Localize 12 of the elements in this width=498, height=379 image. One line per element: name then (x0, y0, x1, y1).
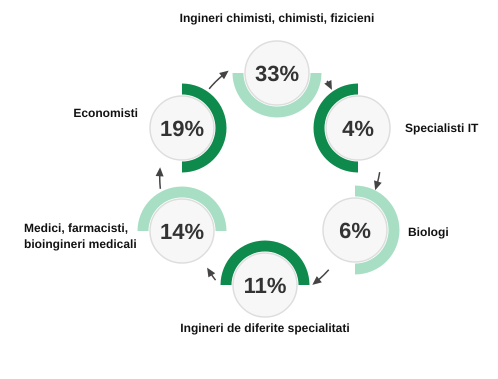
category-label: Ingineri de diferite specialitati (180, 321, 350, 335)
data-label: 11% (244, 273, 286, 298)
category-label: Specialisti IT (405, 121, 480, 135)
category-label: Biologi (408, 225, 449, 239)
data-label: 19% (160, 116, 204, 141)
category-label: Medici, farmacisti, bioingineri medicali (24, 221, 137, 251)
data-label: 33% (254, 61, 300, 86)
data-label: 6% (339, 218, 371, 243)
category-label: Economisti (73, 106, 138, 120)
data-label: 14% (160, 219, 204, 244)
data-label: 4% (342, 116, 374, 141)
category-label: Ingineri chimisti, chimisti, fizicieni (180, 11, 374, 25)
